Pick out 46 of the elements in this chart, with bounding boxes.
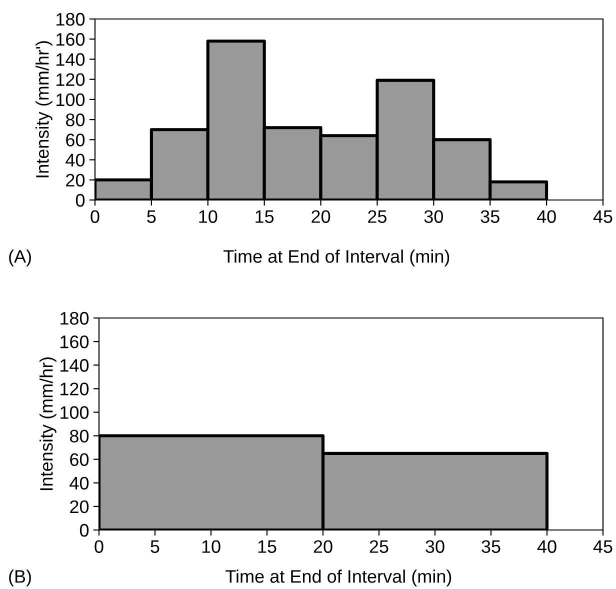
y-tick-label: 100 [56, 93, 85, 106]
y-tick-label: 120 [60, 382, 89, 396]
y-tick-label: 120 [56, 73, 85, 86]
y-tick-label: 100 [60, 406, 89, 419]
y-tick-label: 40 [70, 476, 89, 490]
x-tick-label: 5 [150, 540, 160, 553]
x-tick-label: 35 [482, 540, 500, 553]
y-tick-label: 20 [70, 500, 89, 514]
y-tick-label: 0 [76, 194, 85, 207]
x-tick-label: 30 [426, 540, 444, 553]
x-tick-label: 25 [370, 540, 388, 553]
y-tick-label: 180 [56, 12, 85, 26]
x-tick-label: 35 [480, 210, 500, 223]
x-tick-label: 40 [537, 540, 556, 553]
y-tick-label: 60 [70, 453, 89, 466]
y-tick-label: 20 [66, 174, 85, 187]
x-tick-label: 40 [536, 210, 556, 223]
x-tick-label: 20 [314, 540, 332, 553]
y-axis-title: Intensity (mm/hr) [40, 357, 56, 490]
x-tick-label: 30 [424, 210, 444, 223]
x-tick-label: 25 [368, 210, 387, 223]
x-tick-label: 10 [202, 540, 220, 553]
y-tick-label: 40 [66, 154, 85, 166]
x-tick-label: 5 [147, 210, 156, 223]
x-tick-label: 20 [312, 210, 330, 223]
x-tick-label: 0 [94, 540, 104, 553]
y-tick-label: 140 [56, 53, 85, 66]
x-tick-label: 45 [593, 210, 612, 223]
x-tick-label: 15 [256, 210, 274, 223]
x-tick-label: 0 [90, 210, 100, 223]
y-tick-label: 140 [60, 359, 89, 372]
x-tick-label: 45 [593, 540, 612, 553]
text: (A) [9, 250, 31, 266]
y-tick-label: 80 [66, 113, 85, 126]
y-tick-label: 160 [60, 335, 89, 348]
y-axis-title: Intensity (mm/hr') [36, 41, 52, 178]
x-axis-title: Time at End of Interval (min) [224, 250, 450, 266]
y-tick-label: 80 [70, 430, 89, 442]
y-tick-label: 0 [80, 524, 89, 537]
x-tick-label: 15 [258, 540, 276, 553]
x-axis-title: Time at End of Interval (min) [226, 570, 452, 586]
y-tick-label: 180 [60, 312, 89, 325]
text: (B) [9, 570, 31, 586]
x-tick-label: 10 [199, 210, 218, 223]
y-tick-label: 60 [66, 134, 85, 146]
y-tick-label: 160 [56, 33, 85, 46]
